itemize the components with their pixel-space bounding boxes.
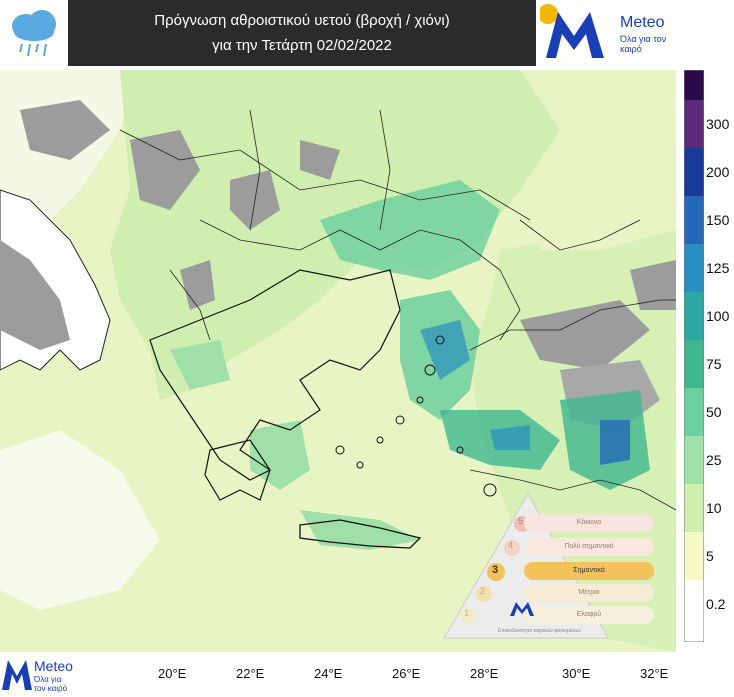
footer-brand-tagline: Όλα για τον καιρό [34,675,68,693]
footer-meteo-logo: Meteo Όλα για τον καιρό [0,656,110,696]
level-5: 5 [518,516,524,526]
lon-label-30e: 30°E [562,666,591,681]
colorbar [683,69,705,643]
tick-50: 50 [706,404,722,420]
level-1: 1 [464,608,470,618]
legend-row-very-important: Πολύ σημαντικό [524,538,654,556]
lon-label-20e: 20°E [158,666,187,681]
tick-25: 25 [706,452,722,468]
lon-label-26e: 26°E [392,666,421,681]
tick-100: 100 [706,308,730,324]
lon-label-24e: 24°E [314,666,343,681]
map-subtitle: για την Τετάρτη 02/02/2022 [212,37,392,54]
sun-m-logo-icon [538,4,604,58]
cloud-rain-snow-icon [4,2,68,66]
map-title: Πρόγνωση αθροιστικού υετού (βροχή / χιόν… [154,12,450,29]
tick-75: 75 [706,356,722,372]
inset-meteo-logo-icon [508,598,548,618]
header: Πρόγνωση αθροιστικού υετού (βροχή / χιόν… [0,0,734,68]
level-4: 4 [508,540,514,550]
legend-row-light: Ελαφρύ [524,606,654,624]
hazard-legend: 5 4 3 2 1 Κόκκινο Πολύ σημαντικό Σημαντι… [438,492,666,642]
lon-label-32e: 32°E [640,666,669,681]
title-banner: Πρόγνωση αθροιστικού υετού (βροχή / χιόν… [68,0,536,66]
precipitation-map [0,70,676,652]
tick-200: 200 [706,164,730,180]
level-2: 2 [480,586,486,596]
tick-150: 150 [706,212,730,228]
footer-brand-name: Meteo [34,658,73,674]
brand-tagline: Όλα για τον καιρό [620,34,667,54]
lon-label-28e: 28°E [470,666,499,681]
legend-row-important: Σημαντικό [524,562,654,580]
m-logo-icon [2,660,32,690]
tick-10: 10 [706,500,722,516]
tick-0-2: 0.2 [706,596,726,612]
legend-row-moderate: Μέτριο [524,584,654,602]
meteo-logo: Meteo Όλα για τον καιρό [538,2,670,66]
legend-caption: Επικινδυνότητα καιρικών φαινομένων [498,628,581,634]
brand-name: Meteo [620,14,665,31]
tick-5: 5 [706,548,714,564]
lon-label-22e: 22°E [236,666,265,681]
level-3: 3 [492,564,499,576]
tick-125: 125 [706,260,730,276]
legend-row-red: Κόκκινο [524,514,654,532]
tick-300: 300 [706,116,730,132]
